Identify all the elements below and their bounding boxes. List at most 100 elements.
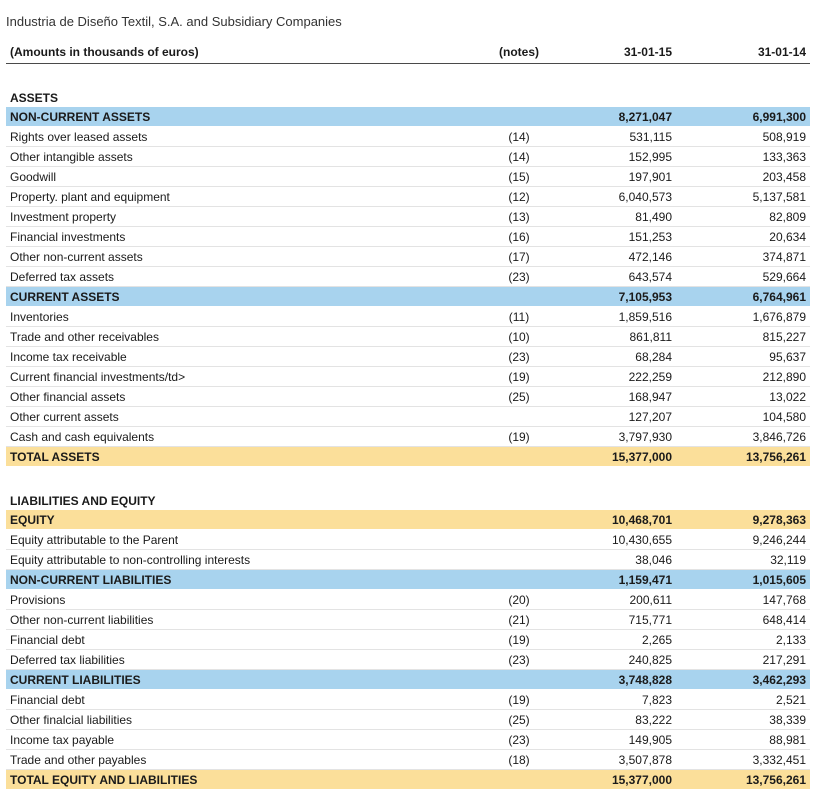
table-row-value-2015: 81,490: [546, 206, 676, 227]
table-row-label: Inventories: [6, 306, 476, 327]
table-row: Equity attributable to non-controlling i…: [6, 549, 810, 570]
table-row-value-2014: 95,637: [676, 346, 810, 367]
equity-subtotal-value-2014: 9,278,363: [676, 510, 810, 530]
table-row-value-2015: 472,146: [546, 246, 676, 267]
table-row-value-2015: 531,115: [546, 126, 676, 147]
table-row-value-2014: 212,890: [676, 366, 810, 387]
table-row: Financial investments (16) 151,253 20,634: [6, 226, 810, 247]
non-current-assets-subtotal-value-2015: 8,271,047: [546, 107, 676, 127]
table-row-label: Financial investments: [6, 226, 476, 247]
table-row-note: [476, 406, 546, 427]
table-row: Provisions (20) 200,611 147,768: [6, 589, 810, 610]
table-row-value-2015: 200,611: [546, 589, 676, 610]
table-row: Cash and cash equivalents (19) 3,797,930 3,…: [6, 426, 810, 447]
equity-subtotal-note: [476, 510, 546, 530]
table-row-note: (23): [476, 649, 546, 670]
table-row-label: Equity attributable to non-controlling i…: [6, 549, 476, 570]
table-row-label: Property. plant and equipment: [6, 186, 476, 207]
table-row-value-2014: 1,676,879: [676, 306, 810, 327]
table-row-label: Equity attributable to the Parent: [6, 529, 476, 550]
spacer-middle: [6, 467, 810, 492]
assets-title: ASSETS: [6, 88, 810, 107]
table-row-value-2015: 3,507,878: [546, 749, 676, 770]
table-row-label: Other current assets: [6, 406, 476, 427]
current-liabilities-subtotal-label: CURRENT LIABILITIES: [6, 669, 476, 690]
table-row-note: (25): [476, 709, 546, 730]
table-row-value-2015: 197,901: [546, 166, 676, 187]
table-row-label: Rights over leased assets: [6, 126, 476, 147]
table-row-note: (12): [476, 186, 546, 207]
table-row-value-2014: 203,458: [676, 166, 810, 187]
amounts-header: (Amounts in thousands of euros): [6, 40, 476, 64]
table-row-value-2014: 32,119: [676, 549, 810, 570]
non-current-liabilities-subtotal-label: NON-CURRENT LIABILITIES: [6, 569, 476, 590]
table-row-value-2014: 38,339: [676, 709, 810, 730]
total-equity-liabilities-value-2014: 13,756,261: [676, 769, 810, 790]
table-row-label: Investment property: [6, 206, 476, 227]
table-row-value-2015: 168,947: [546, 386, 676, 407]
table-row-note: (23): [476, 266, 546, 287]
table-row-label: Other non-current assets: [6, 246, 476, 267]
non-current-assets-subtotal: NON-CURRENT ASSETS 8,271,047 6,991,300: [6, 107, 810, 127]
table-row: Current financial investments/td> (19) 222…: [6, 366, 810, 387]
table-row-value-2014: 5,137,581: [676, 186, 810, 207]
equity-subtotal-value-2015: 10,468,701: [546, 510, 676, 530]
table-row-note: (17): [476, 246, 546, 267]
table-row-note: (18): [476, 749, 546, 770]
current-liabilities-subtotal-value-2015: 3,748,828: [546, 669, 676, 690]
table-row-value-2015: 715,771: [546, 609, 676, 630]
table-row-value-2014: 815,227: [676, 326, 810, 347]
table-row-note: (16): [476, 226, 546, 247]
table-row-label: Income tax receivable: [6, 346, 476, 367]
spacer-top: [6, 64, 810, 89]
table-row-label: Deferred tax liabilities: [6, 649, 476, 670]
table-header: (Amounts in thousands of euros) (notes) …: [6, 40, 810, 64]
table-row-value-2014: 374,871: [676, 246, 810, 267]
total-equity-liabilities-label: TOTAL EQUITY AND LIABILITIES: [6, 769, 476, 790]
table-row-value-2014: 217,291: [676, 649, 810, 670]
table-row: Deferred tax assets (23) 643,574 529,664: [6, 266, 810, 287]
table-row: Financial debt (19) 7,823 2,521: [6, 689, 810, 710]
table-row-note: [476, 529, 546, 550]
table-row: Equity attributable to the Parent 10,430,…: [6, 529, 810, 550]
table-row-note: (20): [476, 589, 546, 610]
table-row-note: (19): [476, 366, 546, 387]
table-row-value-2014: 3,846,726: [676, 426, 810, 447]
table-row-label: Financial debt: [6, 689, 476, 710]
table-row-value-2015: 127,207: [546, 406, 676, 427]
table-row-label: Income tax payable: [6, 729, 476, 750]
table-row-note: (11): [476, 306, 546, 327]
table-row: Rights over leased assets (14) 531,115 508,…: [6, 126, 810, 147]
table-row: Investment property (13) 81,490 82,809: [6, 206, 810, 227]
non-current-assets-subtotal-value-2014: 6,991,300: [676, 107, 810, 127]
table-row-value-2015: 152,995: [546, 146, 676, 167]
table-row-label: Financial debt: [6, 629, 476, 650]
table-row-note: (19): [476, 689, 546, 710]
table-row-label: Other financial assets: [6, 386, 476, 407]
current-assets-subtotal-label: CURRENT ASSETS: [6, 286, 476, 307]
table-row: Other non-current liabilities (21) 715,771…: [6, 609, 810, 630]
equity-subtotal-label: EQUITY: [6, 510, 476, 530]
table-row-note: (14): [476, 146, 546, 167]
table-row: Financial debt (19) 2,265 2,133: [6, 629, 810, 650]
total-equity-liabilities-value-2015: 15,377,000: [546, 769, 676, 790]
table-row-value-2014: 88,981: [676, 729, 810, 750]
total-assets-note: [476, 446, 546, 467]
table-row-value-2015: 643,574: [546, 266, 676, 287]
table-row-value-2015: 151,253: [546, 226, 676, 247]
non-current-liabilities-subtotal-value-2015: 1,159,471: [546, 569, 676, 590]
table-row-label: Provisions: [6, 589, 476, 610]
equity-subtotal: EQUITY 10,468,701 9,278,363: [6, 510, 810, 530]
table-row-value-2015: 68,284: [546, 346, 676, 367]
table-row-value-2015: 6,040,573: [546, 186, 676, 207]
non-current-liabilities-subtotal-value-2014: 1,015,605: [676, 569, 810, 590]
assets-title-text: ASSETS: [10, 90, 59, 105]
table-row-label: Goodwill: [6, 166, 476, 187]
balance-sheet-table: (Amounts in thousands of euros) (notes) …: [6, 40, 810, 790]
table-row-note: (25): [476, 386, 546, 407]
table-row-value-2015: 2,265: [546, 629, 676, 650]
table-row-note: [476, 549, 546, 570]
total-assets-label: TOTAL ASSETS: [6, 446, 476, 467]
table-row-note: (19): [476, 426, 546, 447]
table-row-note: (13): [476, 206, 546, 227]
